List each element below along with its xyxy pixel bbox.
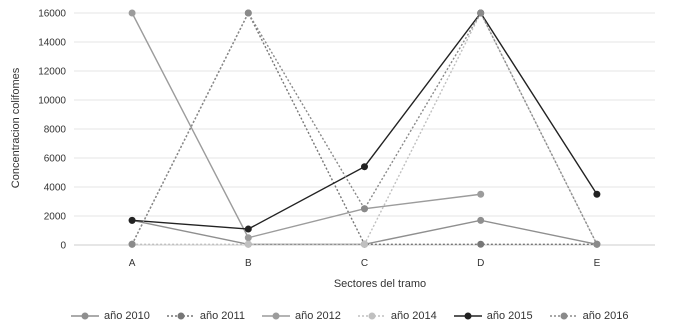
legend-label: año 2016 [582,310,629,322]
line-chart: 0 2000 4000 6000 8000 10000 12000 14000 16000 A B… [10,9,655,290]
legend-item: año 2016 [549,310,629,322]
y-tick-label: 16000 [38,9,66,20]
data-point [361,163,368,171]
y-axis-ticks: 0 2000 4000 6000 8000 10000 12000 14000 16000 [38,9,66,252]
x-axis-ticks: A B C D E [129,258,601,269]
data-point [244,240,252,248]
legend-marker-icon [71,312,99,320]
y-tick-label: 2000 [44,212,67,223]
y-tick-label: 8000 [44,125,67,136]
legend-label: año 2011 [199,310,245,322]
data-point [477,9,485,17]
legend-marker-icon [166,312,195,320]
legend-item: año 2012 [261,310,341,322]
series-3 [128,9,485,242]
series-5 [128,9,601,233]
legend: año 2010 año 2011 año 2012 año 2014 año 2015… [70,310,670,322]
data-point [593,190,601,198]
legend-marker-icon [357,312,386,320]
series-group [128,9,601,248]
legend-marker-icon [453,312,482,320]
data-point [244,9,252,17]
data-point [128,216,136,224]
legend-marker-icon [549,312,578,320]
legend-label: año 2014 [390,310,437,322]
gridlines [74,12,655,246]
series-line [131,11,598,245]
y-tick-label: 14000 [38,38,66,49]
x-tick-label: E [594,258,601,269]
y-tick-label: 10000 [38,96,66,107]
data-point [477,190,485,198]
legend-marker-icon [261,312,290,320]
y-tick-label: 12000 [38,67,66,78]
x-tick-label: C [361,258,368,269]
data-point [477,216,485,224]
y-axis-title: Concentracion colifomes [10,67,22,188]
series-line [132,11,598,230]
legend-label: año 2012 [294,310,341,322]
legend-item: año 2011 [166,310,245,322]
legend-item: año 2010 [70,310,150,322]
data-point [361,240,368,248]
y-tick-label: 0 [60,241,66,252]
data-point [128,240,136,248]
data-point [593,240,601,248]
series-line [131,219,598,245]
y-tick-label: 6000 [44,154,67,165]
x-tick-label: A [129,258,136,269]
legend-item: año 2014 [357,310,437,322]
legend-label: año 2010 [104,310,150,322]
data-point [244,234,252,242]
data-point [361,205,368,213]
x-tick-label: B [245,258,252,269]
legend-label: año 2015 [486,310,533,322]
x-axis-title: Sectores del tramo [334,278,426,290]
data-point [128,9,136,17]
legend-item: año 2015 [453,310,533,322]
series-6 [128,9,601,248]
data-point [477,240,485,248]
data-point [244,225,252,233]
series-line [131,12,481,239]
x-tick-label: D [477,258,484,269]
y-tick-label: 4000 [44,183,67,194]
